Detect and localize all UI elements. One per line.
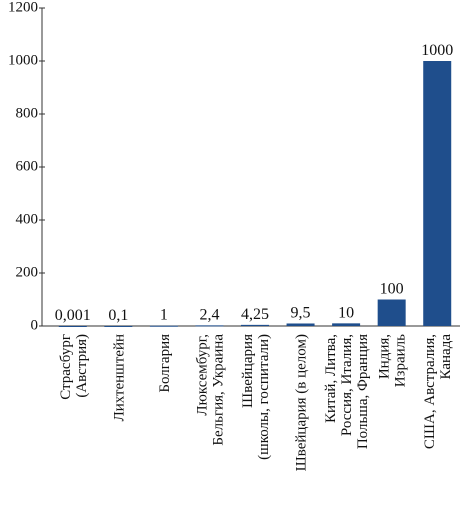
value-label: 100 bbox=[380, 281, 404, 298]
y-tick-label: 800 bbox=[16, 105, 39, 121]
value-label: 0,001 bbox=[55, 307, 91, 324]
bar bbox=[195, 325, 224, 327]
bar bbox=[149, 325, 178, 327]
bar bbox=[58, 325, 87, 327]
value-label: 2,4 bbox=[199, 306, 219, 323]
y-tick-label: 600 bbox=[16, 158, 39, 174]
x-tick-label: Швейцария(школы, госпитали) bbox=[240, 334, 272, 460]
y-tick-label: 0 bbox=[31, 317, 39, 333]
y-tick-label: 200 bbox=[16, 264, 39, 280]
bar bbox=[332, 323, 361, 326]
x-tick-label: Лихтенштейн bbox=[111, 334, 127, 421]
x-tick-label: Китай, Литва,Россия, Италия,Польша, Фран… bbox=[323, 334, 371, 449]
x-tick-label: США, Австралия,Канада bbox=[422, 334, 454, 449]
bar bbox=[423, 61, 452, 326]
x-tick-label: Болгария bbox=[157, 334, 173, 393]
value-label: 4,25 bbox=[241, 306, 269, 323]
value-label: 0,1 bbox=[108, 307, 128, 324]
x-tick-label: Люксембург,Бельгия, Украина bbox=[194, 334, 226, 446]
value-label: 9,5 bbox=[291, 304, 311, 321]
bar bbox=[377, 299, 406, 326]
bar bbox=[286, 323, 315, 326]
x-tick-label: Швейцария (в целом) bbox=[294, 334, 310, 471]
bar bbox=[241, 324, 269, 326]
x-tick-label: Индия,Израиль bbox=[377, 334, 409, 387]
value-label: 10 bbox=[338, 304, 354, 321]
bar bbox=[104, 325, 133, 327]
value-label: 1 bbox=[160, 307, 168, 324]
y-tick-label: 1000 bbox=[8, 52, 38, 68]
value-label: 1000 bbox=[421, 42, 453, 59]
y-tick-label: 1200 bbox=[8, 0, 38, 15]
x-tick-label: Страсбург(Австрия) bbox=[58, 334, 90, 400]
y-tick-label: 400 bbox=[16, 211, 39, 227]
